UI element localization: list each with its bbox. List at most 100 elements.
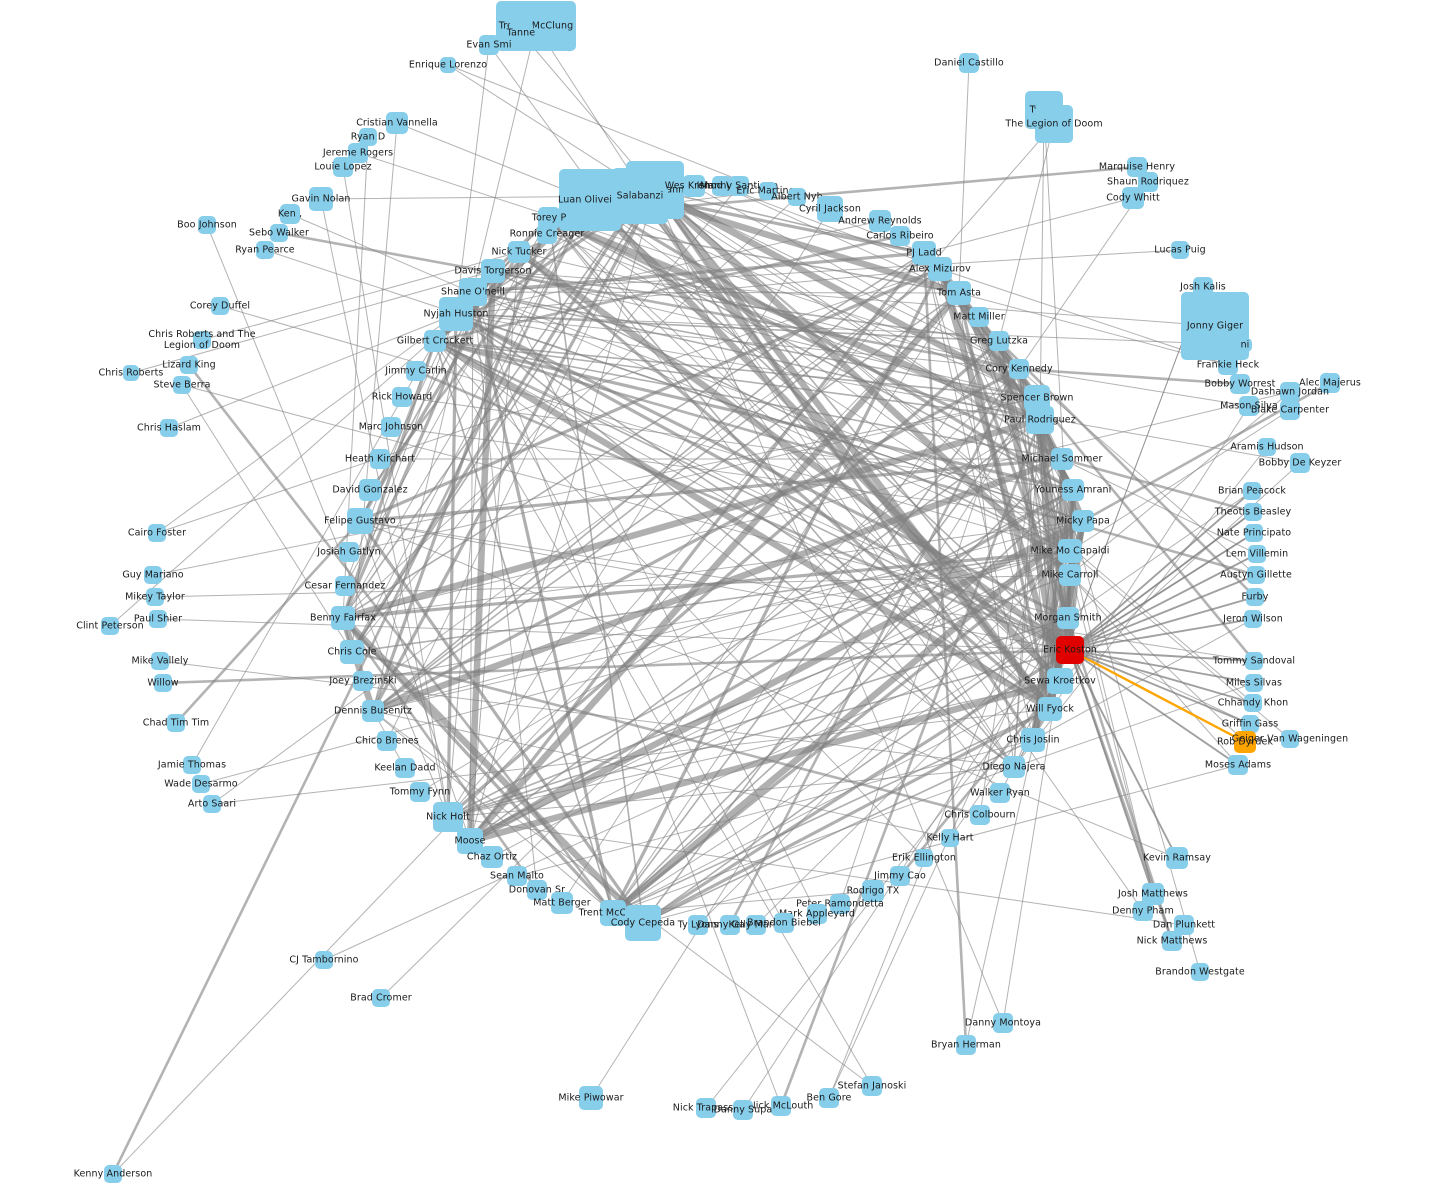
graph-node[interactable] xyxy=(993,1013,1013,1033)
graph-node[interactable] xyxy=(771,1096,791,1116)
graph-node[interactable] xyxy=(869,210,891,232)
graph-node[interactable] xyxy=(969,307,989,327)
graph-node[interactable] xyxy=(1280,400,1300,420)
graph-node[interactable] xyxy=(1174,915,1194,935)
graph-node[interactable] xyxy=(123,365,139,381)
graph-node[interactable] xyxy=(527,880,547,900)
graph-node[interactable] xyxy=(959,53,979,73)
graph-node[interactable] xyxy=(774,913,794,933)
graph-node[interactable] xyxy=(1162,931,1182,951)
graph-node[interactable] xyxy=(377,731,397,751)
graph-node[interactable] xyxy=(1218,355,1238,375)
graph-node[interactable] xyxy=(1009,359,1029,379)
graph-node[interactable] xyxy=(1003,756,1025,778)
graph-node[interactable] xyxy=(1024,385,1050,411)
graph-node[interactable] xyxy=(1038,697,1062,721)
graph-node[interactable] xyxy=(712,176,732,196)
graph-node[interactable] xyxy=(688,915,708,935)
graph-node[interactable] xyxy=(1248,545,1266,563)
graph-node[interactable] xyxy=(1281,730,1299,748)
graph-node[interactable] xyxy=(862,1076,882,1096)
graph-node[interactable] xyxy=(256,241,274,259)
graph-node[interactable] xyxy=(970,805,990,825)
graph-node[interactable] xyxy=(183,756,201,774)
graph-node[interactable] xyxy=(335,576,355,596)
graph-node[interactable] xyxy=(1234,731,1256,753)
graph-node[interactable] xyxy=(1244,503,1262,521)
graph-node[interactable] xyxy=(508,241,530,263)
graph-node[interactable] xyxy=(890,866,910,886)
graph-node[interactable] xyxy=(1171,241,1189,259)
graph-node[interactable] xyxy=(507,866,527,886)
graph-node[interactable] xyxy=(683,175,705,197)
graph-node[interactable] xyxy=(819,1088,839,1108)
graph-node[interactable] xyxy=(807,904,827,924)
graph-node[interactable] xyxy=(481,846,503,868)
graph-node[interactable] xyxy=(104,1165,122,1183)
graph-node[interactable] xyxy=(817,196,843,222)
graph-node[interactable] xyxy=(830,894,850,914)
graph-node[interactable] xyxy=(1166,847,1188,869)
graph-node[interactable] xyxy=(457,828,483,854)
graph-node[interactable] xyxy=(538,207,560,229)
graph-node[interactable] xyxy=(362,700,384,722)
graph-node[interactable] xyxy=(1138,172,1158,192)
graph-node[interactable] xyxy=(347,508,373,534)
graph-node[interactable] xyxy=(696,1098,716,1118)
graph-node[interactable] xyxy=(1035,105,1073,143)
graph-node[interactable] xyxy=(424,330,446,352)
graph-node[interactable] xyxy=(211,297,229,315)
graph-node[interactable] xyxy=(1072,510,1094,532)
graph-node[interactable] xyxy=(359,479,381,501)
graph-node[interactable] xyxy=(192,775,210,793)
graph-node[interactable] xyxy=(353,671,373,691)
graph-node[interactable] xyxy=(148,524,166,542)
graph-node[interactable] xyxy=(173,376,191,394)
graph-node[interactable] xyxy=(579,1086,603,1110)
graph-node[interactable] xyxy=(280,204,300,224)
graph-node[interactable] xyxy=(392,387,412,407)
graph-node[interactable] xyxy=(167,714,185,732)
graph-node[interactable] xyxy=(372,989,390,1007)
graph-node[interactable] xyxy=(1228,755,1248,775)
graph-node[interactable] xyxy=(439,297,473,331)
graph-node[interactable] xyxy=(270,224,288,242)
graph-node[interactable] xyxy=(151,652,169,670)
graph-node[interactable] xyxy=(331,606,355,630)
graph-node[interactable] xyxy=(479,35,499,55)
graph-node[interactable] xyxy=(1241,715,1259,733)
graph-node[interactable] xyxy=(862,880,884,902)
graph-node[interactable] xyxy=(625,905,661,941)
graph-node[interactable] xyxy=(915,849,933,867)
graph-node[interactable] xyxy=(990,783,1010,803)
graph-node[interactable] xyxy=(410,782,430,802)
graph-node[interactable] xyxy=(1133,901,1153,921)
graph-node[interactable] xyxy=(600,900,626,926)
graph-node[interactable] xyxy=(395,758,415,778)
graph-node[interactable] xyxy=(559,169,621,231)
graph-node[interactable] xyxy=(1290,453,1310,473)
graph-node[interactable] xyxy=(198,216,216,234)
graph-node[interactable] xyxy=(1230,374,1250,394)
graph-node[interactable] xyxy=(433,802,463,832)
graph-node[interactable] xyxy=(339,542,359,562)
graph-node[interactable] xyxy=(788,188,806,206)
graph-node[interactable] xyxy=(746,915,766,935)
graph-node[interactable] xyxy=(1238,338,1252,352)
graph-node[interactable] xyxy=(315,951,333,969)
graph-node[interactable] xyxy=(759,182,777,200)
graph-node[interactable] xyxy=(1181,292,1249,360)
graph-node[interactable] xyxy=(160,419,178,437)
graph-node[interactable] xyxy=(509,21,533,45)
graph-node[interactable] xyxy=(947,281,971,305)
graph-node[interactable] xyxy=(1059,564,1081,586)
graph-node[interactable] xyxy=(154,674,172,692)
graph-node[interactable] xyxy=(440,57,456,73)
graph-node[interactable] xyxy=(1062,479,1084,501)
graph-node[interactable] xyxy=(101,617,119,635)
graph-node[interactable] xyxy=(203,795,221,813)
graph-node[interactable] xyxy=(1245,674,1263,692)
graph-node[interactable] xyxy=(551,892,573,914)
graph-node[interactable] xyxy=(729,176,749,196)
